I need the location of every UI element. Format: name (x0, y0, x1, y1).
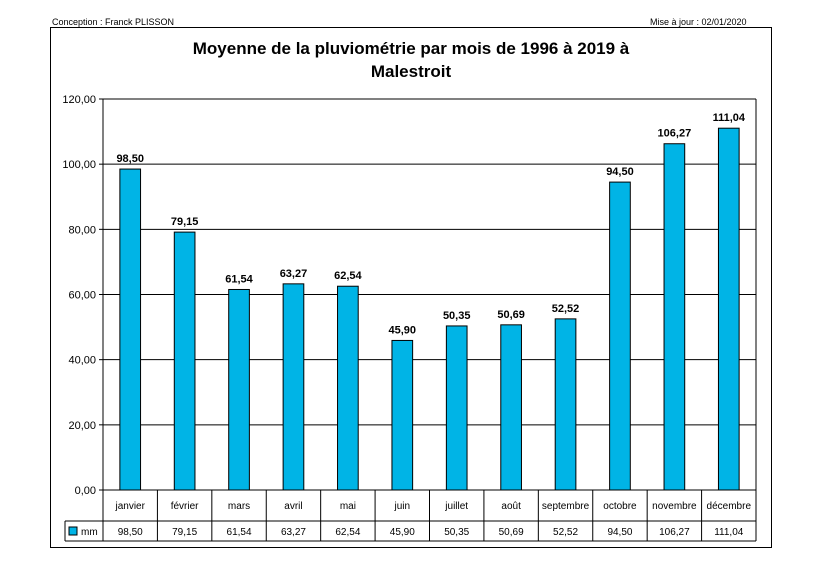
y-tick-label: 20,00 (68, 420, 96, 432)
data-label: 106,27 (658, 128, 692, 140)
bar-avril (282, 283, 305, 491)
category-label: novembre (652, 501, 697, 512)
data-label: 94,50 (606, 166, 634, 178)
y-tick-label: 40,00 (68, 355, 96, 367)
table-value: 62,54 (335, 527, 360, 538)
data-label: 98,50 (116, 153, 144, 165)
bar-février (173, 231, 196, 491)
category-label: février (171, 501, 199, 512)
data-label: 63,27 (280, 268, 308, 280)
data-label: 79,15 (171, 216, 199, 228)
category-label: août (501, 501, 521, 512)
category-label: juin (394, 501, 411, 512)
data-label: 50,69 (497, 309, 525, 321)
table-value: 52,52 (553, 527, 578, 538)
bar-janvier (119, 168, 142, 491)
data-label: 45,90 (389, 324, 417, 336)
data-label: 62,54 (334, 270, 362, 282)
category-label: décembre (707, 501, 752, 512)
bar-novembre (663, 143, 686, 491)
y-tick-label: 0,00 (75, 485, 96, 497)
update-date-text: Mise à jour : 02/01/2020 (650, 17, 747, 27)
category-label: mars (228, 501, 250, 512)
category-label: septembre (542, 501, 590, 512)
category-label: janvier (114, 501, 145, 512)
chart-title-line-2: Malestroit (370, 62, 452, 81)
bar-juin (391, 339, 414, 491)
bar-mai (337, 285, 359, 491)
y-tick-label: 80,00 (68, 224, 96, 236)
legend-swatch (68, 526, 78, 536)
bar-mars (228, 288, 250, 491)
table-value: 61,54 (227, 527, 252, 538)
y-tick-label: 60,00 (68, 290, 96, 302)
data-label: 50,35 (443, 310, 471, 322)
table-value: 98,50 (118, 527, 143, 538)
data-label: 61,54 (225, 273, 253, 285)
table-value: 106,27 (659, 527, 690, 538)
bar-août (500, 324, 522, 491)
bar-septembre (554, 318, 577, 491)
category-label: avril (284, 501, 302, 512)
table-value: 50,35 (444, 527, 469, 538)
legend-label: mm (81, 527, 98, 538)
table-value: 79,15 (172, 527, 197, 538)
table-value: 111,04 (714, 527, 744, 538)
category-label: mai (340, 501, 356, 512)
bar-octobre (609, 181, 631, 491)
data-label: 111,04 (713, 112, 746, 124)
category-label: octobre (603, 501, 637, 512)
chart-frame (50, 27, 772, 548)
data-label: 52,52 (552, 303, 580, 315)
bar-juillet (445, 325, 468, 491)
table-value: 63,27 (281, 527, 306, 538)
table-value: 94,50 (607, 527, 632, 538)
y-tick-label: 120,00 (62, 94, 96, 106)
credit-text: Conception : Franck PLISSON (52, 17, 175, 27)
y-tick-label: 100,00 (62, 159, 96, 171)
table-value: 45,90 (390, 527, 415, 538)
chart-title-line-1: Moyenne de la pluviométrie par mois de 1… (192, 39, 630, 58)
table-value: 50,69 (499, 527, 524, 538)
bar-décembre (717, 127, 740, 491)
category-label: juillet (444, 501, 468, 512)
